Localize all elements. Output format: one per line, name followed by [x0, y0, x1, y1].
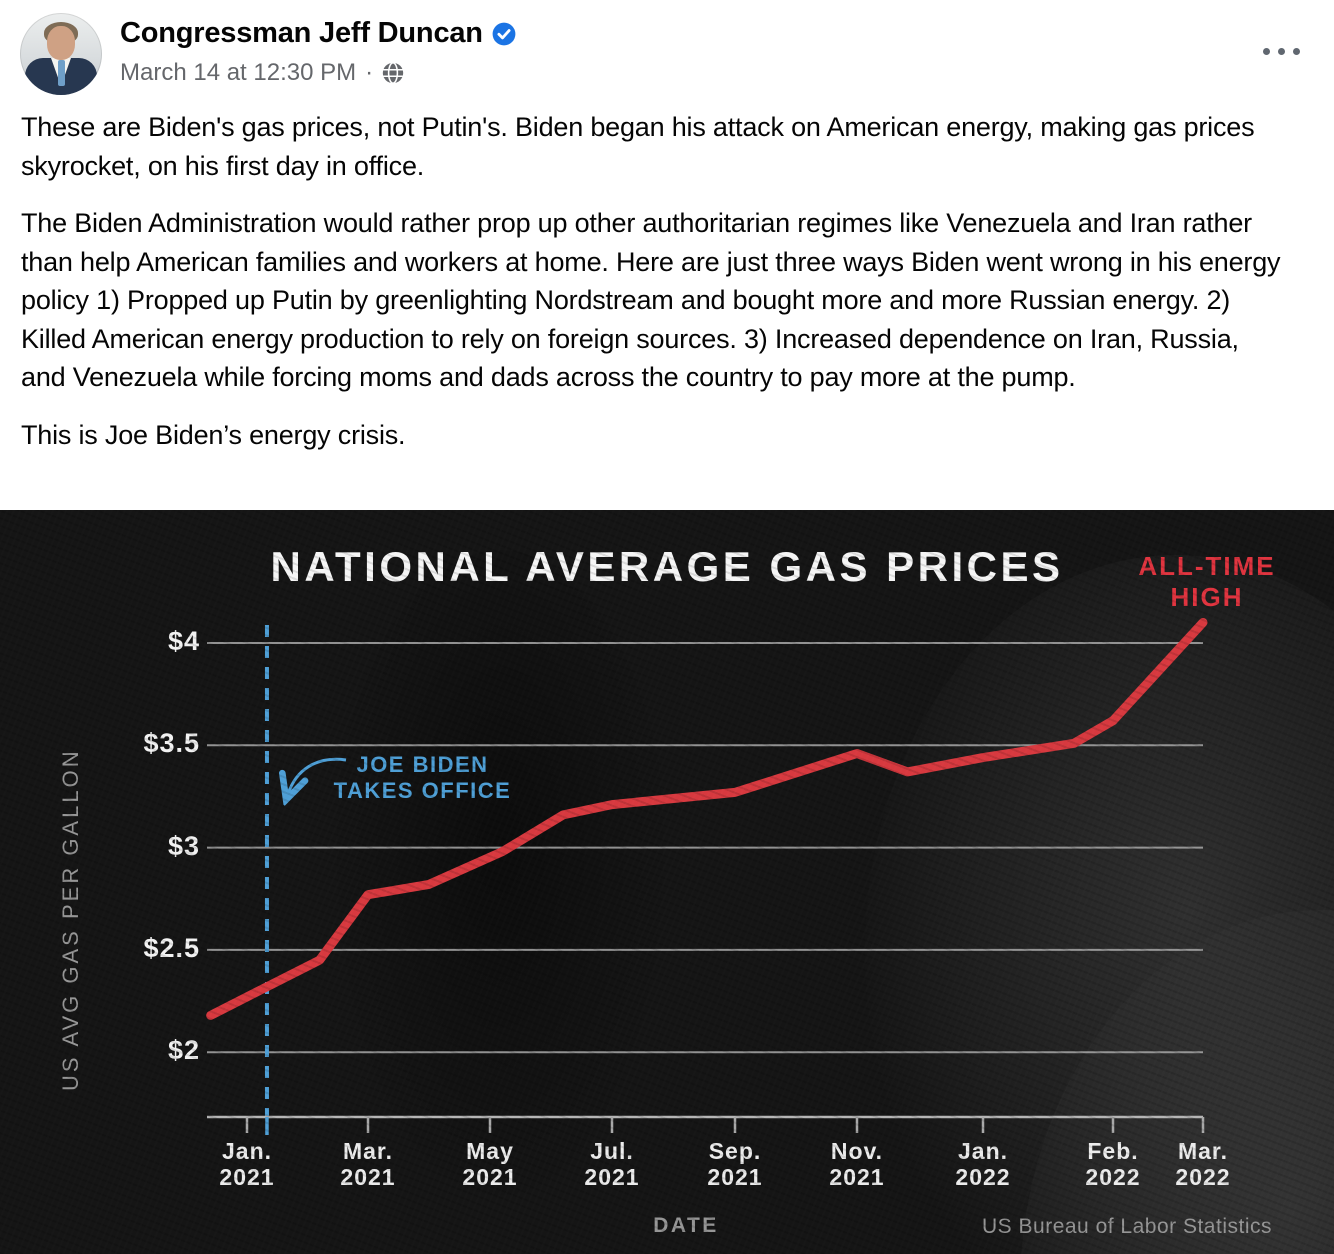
post-text: These are Biden's gas prices, not Putin'… — [0, 100, 1334, 510]
avatar-face — [47, 26, 75, 60]
globe-icon — [382, 62, 404, 84]
x-tick-label: Jan. 2021 — [219, 1138, 275, 1190]
header-text-block: Congressman Jeff Duncan March 14 at 12:3… — [120, 17, 516, 87]
takes-office-arrow — [288, 757, 347, 794]
gas-price-line — [206, 618, 1208, 1020]
gas-price-chart[interactable]: NATIONAL AVERAGE GAS PRICES ALL-TIME HIG… — [0, 510, 1334, 1254]
x-tick-label: Sep. 2021 — [707, 1138, 763, 1190]
x-tick-label: May 2021 — [462, 1138, 518, 1190]
takes-office-callout: JOE BIDEN TAKES OFFICE — [320, 752, 525, 804]
y-tick-label: $3 — [167, 830, 200, 861]
meta-separator: · — [365, 59, 374, 86]
author-name[interactable]: Congressman Jeff Duncan — [120, 17, 483, 49]
x-tick-label: Jul. 2021 — [584, 1138, 640, 1190]
verified-badge-icon — [492, 22, 516, 45]
y-tick-label: $2.5 — [143, 932, 200, 963]
y-tick-label: $4 — [167, 626, 200, 656]
takes-office-line2: TAKES OFFICE — [333, 778, 512, 803]
post-header: Congressman Jeff Duncan March 14 at 12:3… — [0, 0, 1334, 100]
x-tick-label: Nov. 2021 — [829, 1138, 885, 1190]
y-tick-label: $2 — [167, 1035, 200, 1066]
post-paragraph: The Biden Administration would rather pr… — [21, 208, 1281, 392]
avatar-tie — [58, 60, 65, 86]
avatar[interactable] — [20, 13, 102, 95]
x-tick-label: Mar. 2022 — [1175, 1138, 1231, 1190]
y-tick-label: $3.5 — [143, 728, 200, 759]
post-paragraph: This is Joe Biden’s energy crisis. — [21, 419, 406, 450]
x-tick-label: Mar. 2021 — [340, 1138, 396, 1190]
more-options-button[interactable] — [1257, 42, 1306, 61]
chart-canvas — [206, 618, 1208, 1135]
chart-title: NATIONAL AVERAGE GAS PRICES — [270, 543, 1064, 590]
x-tick-label: Jan. 2022 — [955, 1138, 1011, 1190]
more-options-icon — [1263, 48, 1270, 55]
post-meta-row: March 14 at 12:30 PM · — [120, 59, 516, 87]
takes-office-line1: JOE BIDEN — [356, 752, 489, 777]
source-attribution: US Bureau of Labor Statistics — [982, 1215, 1272, 1238]
post-timestamp[interactable]: March 14 at 12:30 PM — [120, 59, 357, 86]
all-time-high-callout: ALL-TIME HIGH — [1138, 551, 1276, 612]
post-paragraph: These are Biden's gas prices, not Putin'… — [21, 112, 1255, 181]
x-axis-title: DATE — [653, 1214, 719, 1237]
x-tick-label: Feb. 2022 — [1085, 1138, 1141, 1190]
author-name-row: Congressman Jeff Duncan — [120, 17, 516, 50]
